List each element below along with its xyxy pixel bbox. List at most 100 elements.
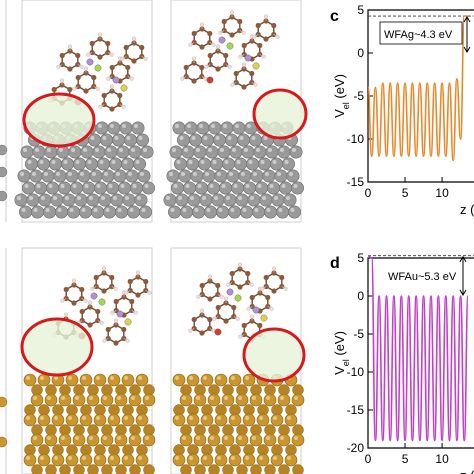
carbon-atom (271, 288, 277, 294)
atom-highlight (138, 456, 142, 460)
atom-highlight (223, 124, 227, 128)
work-function-annotation: WFAu~5.3 eV (388, 271, 457, 283)
hydrogen-atom (230, 10, 234, 15)
gold-atom (186, 373, 200, 387)
silver-atom (103, 205, 117, 219)
atom-highlight (138, 376, 142, 380)
hydrogen-atom (60, 298, 65, 303)
carbon-atom (265, 294, 271, 301)
silver-atom (249, 133, 263, 147)
carbon-atom (263, 274, 269, 281)
carbon-atom (241, 84, 247, 90)
silver-atom (131, 121, 145, 135)
atom-highlight (47, 396, 51, 400)
atom-highlight (122, 124, 126, 128)
gold-atom (270, 453, 284, 467)
carbon-atom (109, 64, 115, 71)
atom-highlight (23, 148, 27, 152)
hydrogen-atom (180, 76, 185, 81)
carbon-atom (109, 274, 115, 281)
atom-highlight (68, 456, 72, 460)
atom-highlight (199, 124, 203, 128)
atom-highlight (251, 136, 256, 140)
hydrogen-atom (188, 328, 193, 333)
silver-atom (70, 181, 84, 195)
hydrogen-atom (246, 306, 251, 311)
gold-atom (65, 373, 79, 387)
hydrogen-atom (72, 86, 77, 91)
atom-highlight (245, 184, 250, 188)
gold-atom (30, 393, 44, 407)
atom-highlight (87, 160, 92, 164)
hydrogen-atom (102, 338, 107, 343)
atom-highlight (260, 160, 265, 164)
carbon-atom (215, 291, 221, 298)
silver-atom (213, 133, 227, 147)
gold-atom (142, 393, 156, 407)
atom-highlight (187, 124, 191, 128)
atom-highlight (138, 136, 143, 140)
silver-atom (33, 181, 47, 195)
hydrogen-atom (124, 290, 129, 295)
hydrogen-atom (64, 312, 68, 317)
gold-atom (128, 393, 142, 407)
heteroatom (252, 62, 260, 70)
hydrogen-atom (68, 44, 72, 49)
atom-highlight (26, 416, 30, 420)
carbon-atom (215, 282, 221, 289)
atom-highlight (178, 196, 182, 200)
silver-atom (205, 145, 219, 159)
atom-highlight (231, 416, 235, 420)
gold-atom (0, 396, 8, 408)
hydrogen-atom (235, 316, 240, 321)
atom-highlight (235, 124, 239, 128)
silver-atom (112, 133, 126, 147)
atom-highlight (33, 208, 38, 212)
silver-atom (94, 181, 108, 195)
atom-highlight (124, 456, 128, 460)
gold-atom (214, 453, 228, 467)
silver-atom (134, 193, 148, 207)
silver-atom (231, 181, 245, 195)
atom-highlight (33, 396, 37, 400)
gold-atom (86, 433, 100, 447)
gold-atom (107, 413, 121, 427)
carbon-atom (123, 44, 129, 51)
atom-highlight (96, 376, 100, 380)
atom-highlight (200, 160, 205, 164)
panel-ag-structure-1 (14, 0, 156, 223)
silver-atom (88, 133, 102, 147)
carbon-atom (129, 298, 135, 305)
silver-atom (109, 157, 123, 171)
silver-atom (107, 121, 121, 135)
atom-highlight (224, 396, 228, 400)
atom-highlight (212, 160, 217, 164)
atom-highlight (236, 160, 241, 164)
atom-highlight (197, 184, 202, 188)
atom-highlight (208, 148, 212, 152)
silver-atom (237, 133, 251, 147)
gold-atom (186, 453, 200, 467)
atom-highlight (231, 456, 235, 460)
silver-atom (277, 145, 291, 159)
gold-atom (143, 464, 155, 474)
silver-atom (62, 193, 76, 207)
molecule (48, 32, 148, 112)
hydrogen-atom (238, 54, 243, 59)
silver-atom (253, 145, 267, 159)
silver-atom (18, 205, 32, 219)
heteroatom (112, 76, 120, 84)
atom-highlight (120, 184, 125, 188)
silver-atom (252, 205, 266, 219)
heteroatom (260, 314, 268, 322)
silver-atom (199, 193, 213, 207)
carbon-atom (93, 274, 99, 281)
atom-highlight (203, 136, 208, 140)
silver-atom (56, 145, 70, 159)
gold-atom (23, 413, 37, 427)
atom-highlight (80, 172, 84, 176)
atom-highlight (211, 124, 215, 128)
atom-highlight (95, 148, 99, 152)
carbon-atom (229, 32, 235, 38)
atom-highlight (82, 376, 86, 380)
